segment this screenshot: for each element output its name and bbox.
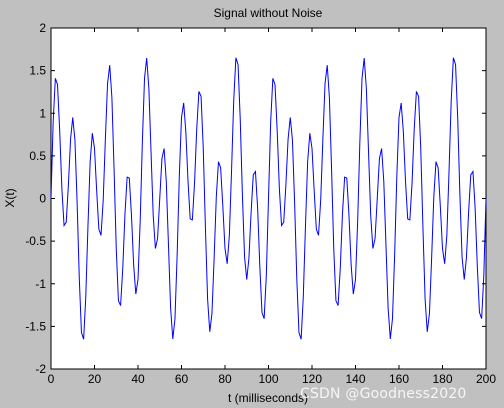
y-tick-label: 1.5 bbox=[29, 64, 46, 78]
y-tick-label: 2 bbox=[39, 21, 46, 35]
x-tick-label: 160 bbox=[389, 372, 409, 386]
x-tick-label: 80 bbox=[218, 372, 232, 386]
x-tick-label: 140 bbox=[345, 372, 365, 386]
y-tick-label: -2 bbox=[35, 362, 46, 376]
chart-title: Signal without Noise bbox=[214, 6, 323, 20]
y-axis-label: X(t) bbox=[3, 188, 17, 207]
x-tick-label: 200 bbox=[476, 372, 496, 386]
tick-layer: 0 20 40 60 80 100 120 140 160 180 200-2-1.5-1-0.50… bbox=[25, 21, 496, 386]
x-tick-label: 120 bbox=[302, 372, 322, 386]
y-tick-label: -1.5 bbox=[25, 319, 46, 333]
series-layer bbox=[50, 57, 487, 340]
y-tick-label: 0 bbox=[39, 192, 46, 206]
watermark-text: CSDN @Goodness2020 bbox=[300, 386, 467, 402]
x-tick-label: 180 bbox=[432, 372, 452, 386]
y-tick-label: 0.5 bbox=[29, 149, 46, 163]
x-tick-label: 20 bbox=[88, 372, 102, 386]
y-tick-label: 1 bbox=[39, 106, 46, 120]
y-tick-label: -0.5 bbox=[25, 234, 46, 248]
x-tick-label: 60 bbox=[175, 372, 189, 386]
x-tick-label: 0 bbox=[48, 372, 55, 386]
x-tick-label: 40 bbox=[131, 372, 145, 386]
series-line-0 bbox=[50, 57, 487, 340]
x-axis-label: t (milliseconds) bbox=[228, 391, 308, 405]
y-tick-label: -1 bbox=[35, 277, 46, 291]
x-tick-label: 100 bbox=[258, 372, 278, 386]
